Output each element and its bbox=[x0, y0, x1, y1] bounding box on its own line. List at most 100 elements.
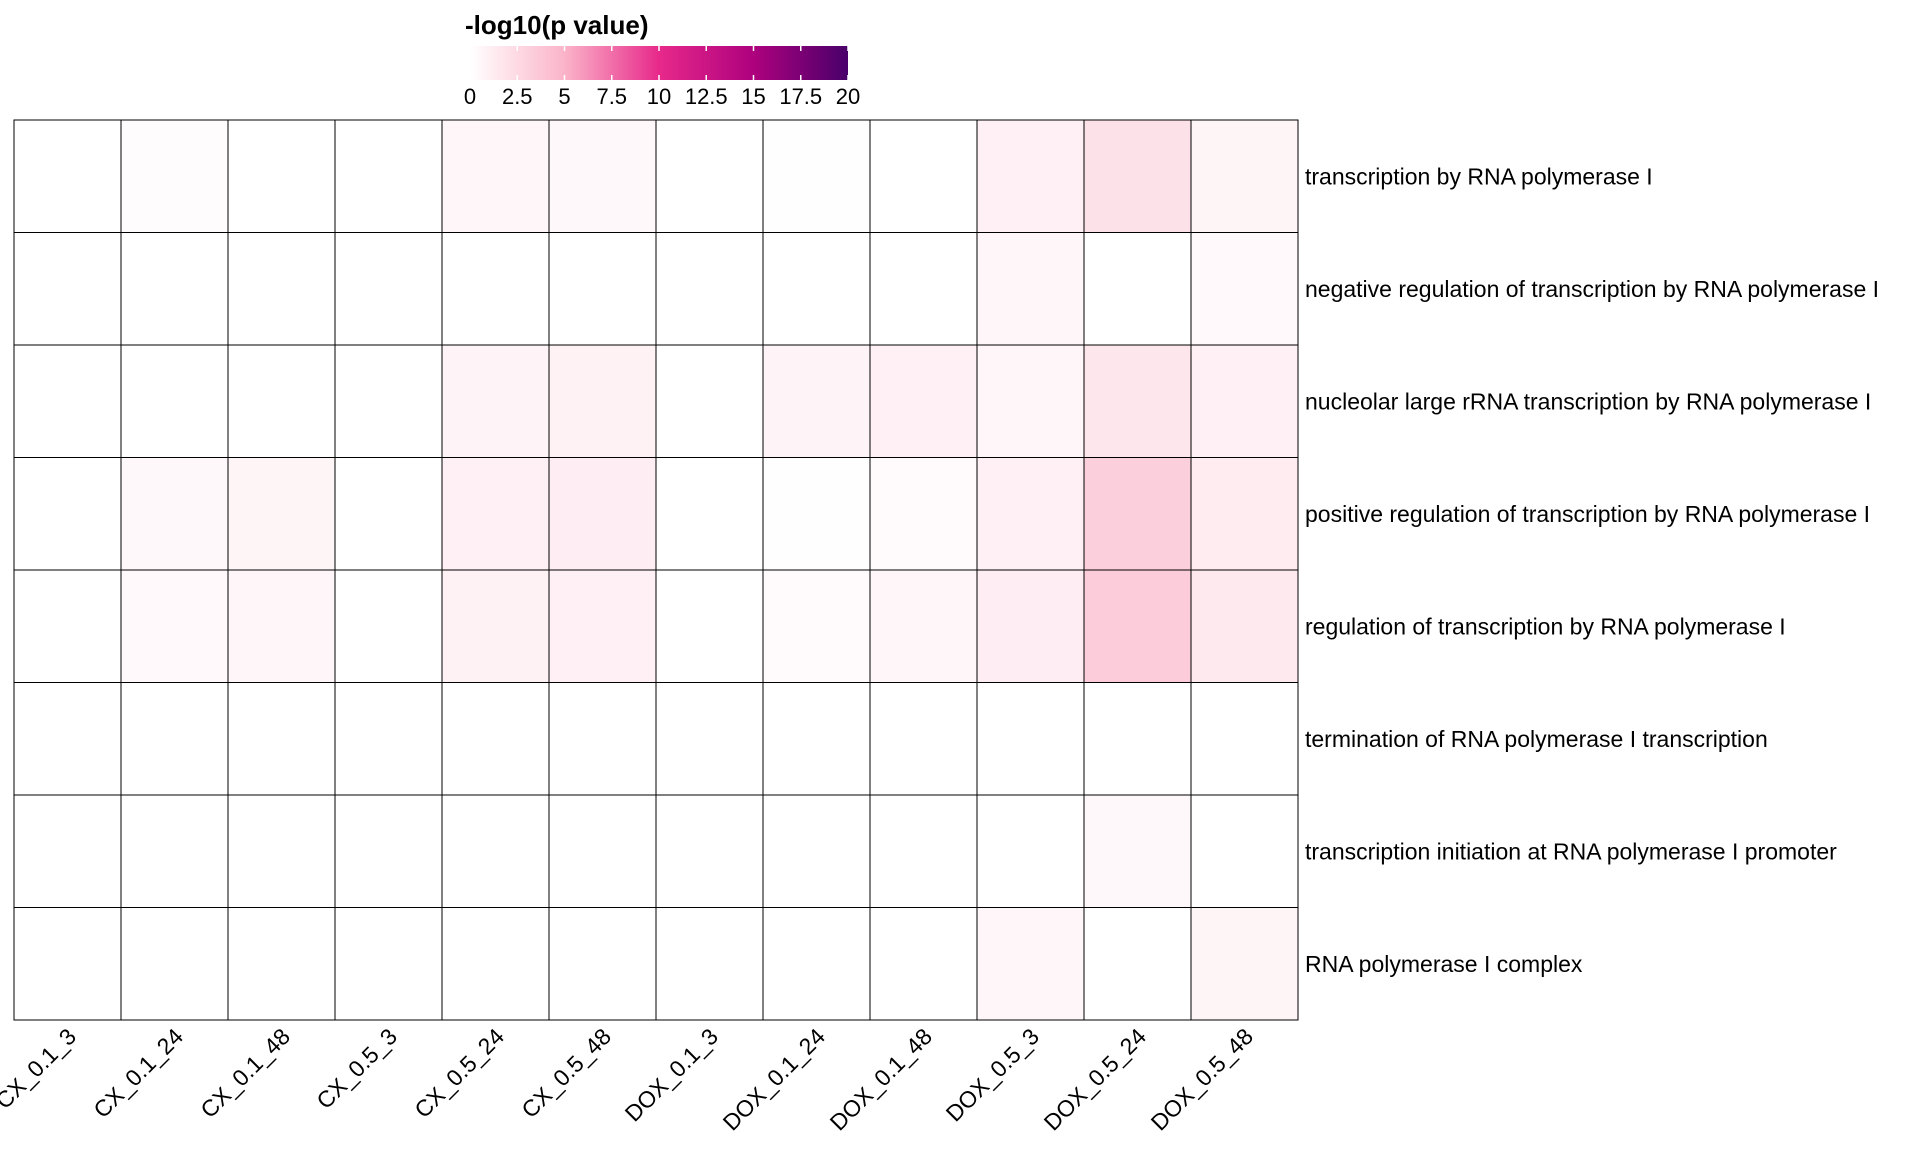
heatmap-cell bbox=[120, 232, 229, 346]
heatmap-cell bbox=[441, 232, 550, 346]
heatmap-cell bbox=[227, 794, 336, 908]
heatmap-cell bbox=[869, 344, 978, 458]
heatmap-cell bbox=[1083, 569, 1192, 683]
heatmap-cell bbox=[869, 682, 978, 796]
heatmap-cell bbox=[334, 344, 443, 458]
heatmap-cell bbox=[869, 232, 978, 346]
heatmap-cell bbox=[655, 232, 764, 346]
legend-tick-label: 20 bbox=[836, 84, 860, 109]
heatmap-cell bbox=[334, 907, 443, 1021]
column-label: CX_0.5_3 bbox=[311, 1023, 402, 1114]
heatmap-cell bbox=[976, 794, 1085, 908]
heatmap-cell bbox=[548, 344, 657, 458]
heatmap-cell bbox=[762, 457, 871, 571]
column-label: DOX_0.1_24 bbox=[718, 1023, 831, 1136]
heatmap-cell bbox=[1190, 232, 1299, 346]
heatmap-cell bbox=[655, 569, 764, 683]
heatmap-cell bbox=[120, 907, 229, 1021]
row-label: transcription by RNA polymerase I bbox=[1305, 163, 1653, 189]
row-labels: transcription by RNA polymerase I negativ… bbox=[1305, 163, 1879, 977]
legend-color-bar bbox=[470, 46, 848, 80]
heatmap-cell bbox=[120, 344, 229, 458]
heatmap-cell bbox=[548, 794, 657, 908]
heatmap-cell bbox=[441, 569, 550, 683]
heatmap-cell bbox=[655, 457, 764, 571]
heatmap-cell bbox=[869, 457, 978, 571]
heatmap-cell bbox=[334, 682, 443, 796]
heatmap-cell bbox=[976, 682, 1085, 796]
legend-tick-label: 0 bbox=[464, 84, 476, 109]
color-legend: -log10(p value) 0 2.5 5 7.5 10 12.5 15 17.5 20 bbox=[464, 10, 860, 109]
heatmap-cell bbox=[120, 119, 229, 233]
heatmap-cell bbox=[762, 907, 871, 1021]
heatmap-cell bbox=[334, 794, 443, 908]
heatmap-cell bbox=[762, 569, 871, 683]
column-label: CX_0.1_3 bbox=[0, 1023, 81, 1114]
heatmap-cell bbox=[13, 457, 122, 571]
heatmap-cell bbox=[227, 232, 336, 346]
heatmap-cell bbox=[441, 119, 550, 233]
heatmap-cell bbox=[334, 569, 443, 683]
heatmap-cell bbox=[1190, 682, 1299, 796]
heatmap-cell bbox=[1083, 344, 1192, 458]
column-label: CX_0.5_48 bbox=[516, 1023, 616, 1123]
heatmap-cell bbox=[120, 682, 229, 796]
legend-tick-label: 12.5 bbox=[685, 84, 728, 109]
legend-tick-label: 17.5 bbox=[779, 84, 822, 109]
heatmap-cell bbox=[441, 682, 550, 796]
legend-tick-label: 2.5 bbox=[502, 84, 533, 109]
heatmap-cell bbox=[227, 682, 336, 796]
heatmap-cell bbox=[655, 794, 764, 908]
heatmap-cell bbox=[976, 457, 1085, 571]
heatmap-cell bbox=[1190, 794, 1299, 908]
heatmap-cell bbox=[976, 569, 1085, 683]
heatmap-cell bbox=[13, 907, 122, 1021]
row-label: regulation of transcription by RNA polym… bbox=[1305, 613, 1786, 639]
heatmap-cell bbox=[548, 119, 657, 233]
legend-tick-label: 15 bbox=[741, 84, 765, 109]
legend-title: -log10(p value) bbox=[465, 10, 648, 40]
row-label: RNA polymerase I complex bbox=[1305, 951, 1583, 977]
heatmap-cell bbox=[120, 457, 229, 571]
heatmap-cell bbox=[976, 344, 1085, 458]
heatmap-cell bbox=[869, 907, 978, 1021]
heatmap-cell bbox=[441, 794, 550, 908]
heatmap-cell bbox=[1190, 457, 1299, 571]
legend-tick-label: 10 bbox=[647, 84, 671, 109]
heatmap-cell bbox=[334, 119, 443, 233]
heatmap-cell bbox=[1083, 232, 1192, 346]
heatmap-cell bbox=[548, 232, 657, 346]
column-label: DOX_0.5_24 bbox=[1039, 1023, 1152, 1136]
heatmap-cell bbox=[1190, 907, 1299, 1021]
heatmap-cell bbox=[655, 682, 764, 796]
heatmap-cell bbox=[1083, 794, 1192, 908]
heatmap-cell bbox=[762, 682, 871, 796]
heatmap-cell bbox=[1190, 569, 1299, 683]
heatmap-cell bbox=[227, 907, 336, 1021]
heatmap-cell bbox=[869, 569, 978, 683]
heatmap-cell bbox=[13, 682, 122, 796]
column-label: DOX_0.5_48 bbox=[1146, 1023, 1258, 1135]
heatmap-cell bbox=[1083, 907, 1192, 1021]
heatmap-cell bbox=[227, 569, 336, 683]
heatmap-cell bbox=[762, 232, 871, 346]
legend-tick-label: 5 bbox=[558, 84, 570, 109]
heatmap-cell bbox=[13, 232, 122, 346]
heatmap-cell bbox=[655, 907, 764, 1021]
column-label: CX_0.1_48 bbox=[195, 1023, 295, 1123]
heatmap-cell bbox=[976, 907, 1085, 1021]
column-label: DOX_0.1_3 bbox=[620, 1023, 723, 1126]
heatmap-cell bbox=[976, 232, 1085, 346]
legend-tick-label: 7.5 bbox=[596, 84, 627, 109]
column-labels: CX_0.1_3 CX_0.1_24 CX_0.1_48 CX_0.5_3 CX_0.5… bbox=[0, 1023, 1258, 1136]
row-label: negative regulation of transcription by … bbox=[1305, 276, 1879, 302]
heatmap-cell bbox=[227, 119, 336, 233]
heatmap-cell bbox=[441, 907, 550, 1021]
heatmap-cell bbox=[976, 119, 1085, 233]
heatmap-cell bbox=[1083, 457, 1192, 571]
heatmap-cell bbox=[120, 794, 229, 908]
heatmap-cell bbox=[762, 344, 871, 458]
heatmap-cells bbox=[13, 119, 1299, 1021]
heatmap-cell bbox=[869, 794, 978, 908]
